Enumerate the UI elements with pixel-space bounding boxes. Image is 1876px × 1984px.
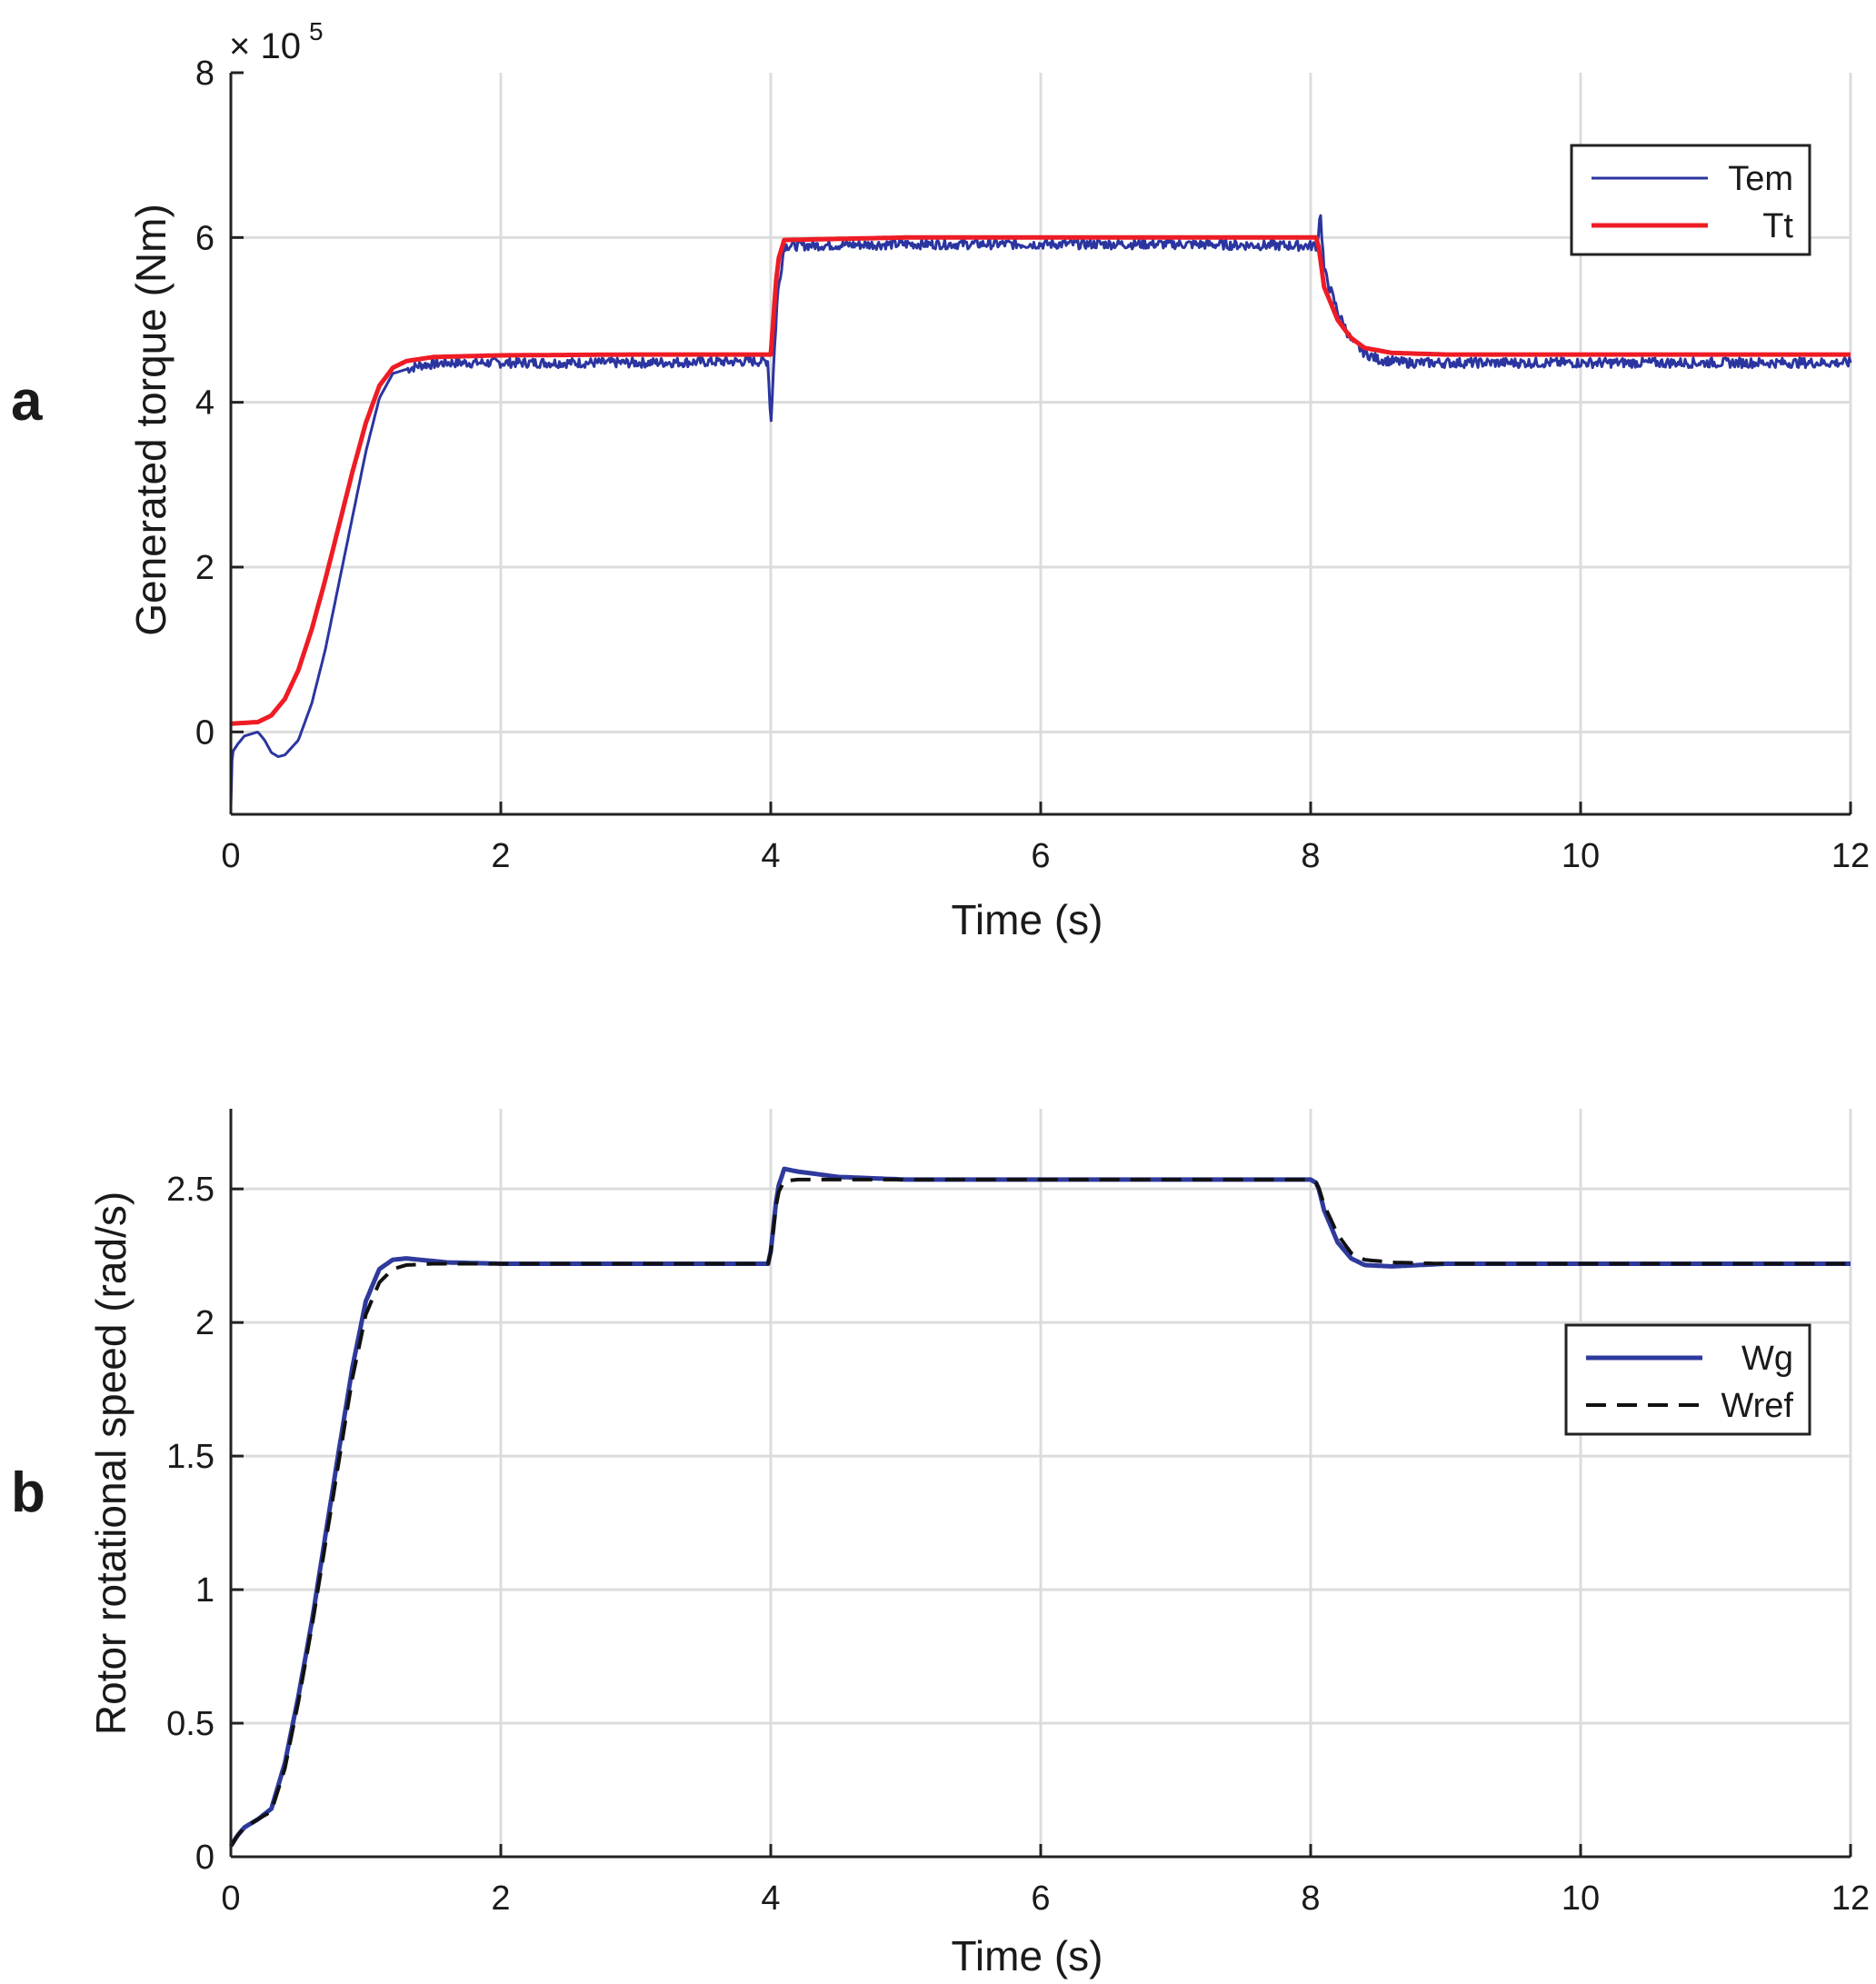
legend-label-tt: Tt — [1762, 207, 1793, 245]
panel-a-series-group — [229, 214, 1852, 806]
y-tick-label: 4 — [195, 384, 215, 423]
panel-b-legend: Wg Wref — [1564, 1323, 1811, 1436]
x-tick-label: 10 — [1562, 1879, 1600, 1918]
legend-box — [1570, 144, 1811, 256]
y-tick-label: 2.5 — [166, 1171, 215, 1209]
y-tick-label: 1.5 — [166, 1438, 215, 1476]
x-tick-label: 12 — [1831, 1879, 1870, 1918]
y-tick-label: 0 — [195, 1839, 215, 1877]
series-line-tt — [230, 234, 1851, 726]
x-tick-label: 6 — [1031, 837, 1050, 875]
x-tick-label: 8 — [1301, 1879, 1320, 1918]
legend-label-wref: Wref — [1721, 1387, 1793, 1425]
panel-letter-b: b — [11, 1461, 45, 1524]
panel-a-exponent-label: × 10 5 — [229, 17, 324, 66]
x-tick-label: 4 — [761, 837, 780, 875]
x-tick-label: 0 — [221, 837, 240, 875]
legend-label-wg: Wg — [1741, 1340, 1793, 1378]
panel-b-x-axis-label: Time (s) — [952, 1932, 1103, 1979]
x-tick-label: 10 — [1562, 837, 1600, 875]
x-tick-label: 2 — [491, 1879, 510, 1918]
series-line-wref — [229, 1177, 1851, 1848]
panel-b-axes — [229, 1109, 1852, 1859]
legend-label-tem: Tem — [1728, 160, 1793, 198]
y-tick-label: 8 — [195, 55, 215, 93]
panel-a-x-axis-label: Time (s) — [952, 896, 1103, 943]
x-tick-label: 12 — [1831, 837, 1870, 875]
panel-b-tick-labels: 0 2 4 6 8 10 12 0 0.5 1 1.5 2 2.5 — [166, 1171, 1870, 1918]
y-exponent-times: × 10 — [229, 26, 301, 66]
legend-box — [1564, 1323, 1811, 1436]
y-tick-label: 2 — [195, 1304, 215, 1342]
x-tick-label: 6 — [1031, 1879, 1050, 1918]
panel-a-legend: Tem Tt — [1570, 144, 1811, 256]
x-tick-label: 2 — [491, 837, 510, 875]
panel-a-axes — [229, 71, 1852, 816]
y-tick-label: 2 — [195, 549, 215, 587]
panel-a-tick-labels: 0 2 4 6 8 10 12 0 2 4 6 8 — [195, 55, 1870, 875]
panel-b-speed-chart: b 0 2 4 6 8 10 12 0 0.5 1 1.5 2 2.5 Time (s) Rotor r… — [11, 1109, 1870, 1979]
x-tick-label: 0 — [221, 1879, 240, 1918]
panel-a-torque-chart: a 0 2 4 6 8 10 12 0 2 4 6 8 × 10 5 Time (s) Generat… — [11, 17, 1870, 943]
y-tick-label: 0.5 — [166, 1705, 215, 1743]
y-tick-label: 0 — [195, 713, 215, 752]
panel-letter-a: a — [11, 370, 43, 433]
y-exponent-power: 5 — [309, 17, 324, 45]
x-tick-label: 8 — [1301, 837, 1320, 875]
series-line-tem — [229, 214, 1852, 806]
panel-a-y-axis-label: Generated torque (Nm) — [127, 204, 175, 636]
y-tick-label: 6 — [195, 219, 215, 257]
panel-b-y-axis-label: Rotor rotational speed (rad/s) — [87, 1191, 135, 1735]
y-tick-label: 1 — [195, 1571, 215, 1610]
panel-b-series-group — [228, 1166, 1851, 1848]
x-tick-label: 4 — [761, 1879, 780, 1918]
panel-b-grid — [231, 1109, 1852, 1859]
